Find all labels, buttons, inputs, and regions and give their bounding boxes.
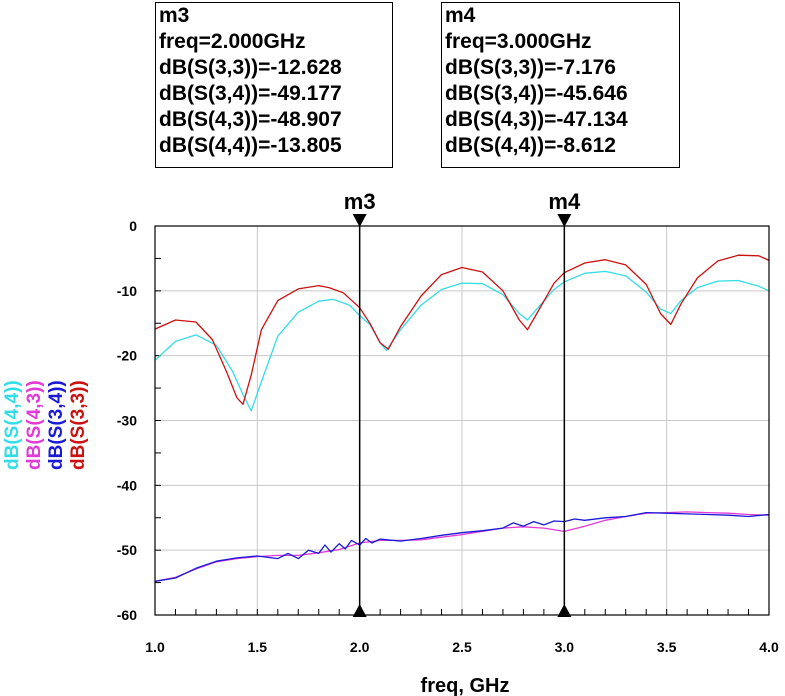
- marker-lines[interactable]: m3 m4: [344, 189, 581, 617]
- legend-entry: dB(S(4,4)): [2, 380, 23, 470]
- axis-labels: 1.0 1.5 2.0 2.5 3.0 3.5 4.0 0 -10 -20 -30 -40 -50 -60: [117, 218, 779, 655]
- plot-frame: [154, 225, 770, 616]
- y-tick-label: -30: [117, 413, 137, 429]
- marker-m4-readout-line: dB(S(3,4))=-45.646: [445, 82, 628, 105]
- marker-m3-top-triangle[interactable]: [352, 214, 367, 227]
- y-tick-label: -50: [117, 542, 137, 558]
- marker-m3-readout-line: dB(S(3,3))=-12.628: [159, 56, 342, 79]
- marker-m4-readout-line: dB(S(3,3))=-7.176: [445, 56, 616, 79]
- marker-m3-readout-line: dB(S(3,4))=-49.177: [159, 82, 342, 105]
- x-tick-label: 1.0: [145, 639, 165, 655]
- marker-m4-readout: m4 freq=3.000GHz dB(S(3,3))=-7.176 dB(S(…: [441, 2, 680, 168]
- marker-m3-readout-line: dB(S(4,4))=-13.805: [159, 134, 342, 157]
- series-line-4: [154, 254, 770, 405]
- x-tick-label: 3.5: [657, 639, 677, 655]
- legend-entry: dB(S(3,4)): [46, 380, 67, 470]
- marker-m3-bottom-triangle[interactable]: [352, 604, 367, 617]
- x-tick-label: 2.5: [452, 639, 472, 655]
- marker-m4-top-triangle[interactable]: [557, 214, 572, 227]
- y-tick-label: -10: [117, 283, 137, 299]
- marker-m3-label: m3: [344, 189, 376, 214]
- x-axis-title: freq, GHz: [421, 675, 510, 696]
- series-line-1: [154, 270, 770, 412]
- legend: dB(S(4,4)) dB(S(4,3)) dB(S(3,4)) dB(S(3,3)): [2, 380, 89, 470]
- marker-m4-freq: freq=3.000GHz: [445, 30, 592, 53]
- x-tick-label: 2.0: [350, 639, 370, 655]
- x-tick-label: 1.5: [248, 639, 268, 655]
- legend-entry: dB(S(4,3)): [24, 380, 45, 470]
- marker-m3-name: m3: [159, 4, 190, 27]
- marker-m3-readout-line: dB(S(4,3))=-48.907: [159, 108, 342, 131]
- y-tick-label: 0: [129, 218, 137, 234]
- marker-m4-readout-line: dB(S(4,3))=-47.134: [445, 108, 628, 131]
- series-line-3: [154, 511, 770, 582]
- legend-entry: dB(S(3,3)): [68, 380, 89, 470]
- y-tick-label: -40: [117, 477, 137, 493]
- marker-m4-name: m4: [445, 4, 476, 27]
- marker-m3-readout: m3 freq=2.000GHz dB(S(3,3))=-12.628 dB(S…: [155, 2, 393, 168]
- marker-m3-freq: freq=2.000GHz: [159, 30, 306, 53]
- x-tick-label: 3.0: [555, 639, 575, 655]
- y-tick-label: -20: [117, 348, 137, 364]
- marker-m4-readout-line: dB(S(4,4))=-8.612: [445, 134, 616, 157]
- marker-m4-label: m4: [548, 189, 581, 214]
- marker-m4-bottom-triangle[interactable]: [557, 604, 572, 617]
- series-lines: [154, 254, 770, 582]
- x-tick-label: 4.0: [759, 639, 779, 655]
- y-tick-label: -60: [117, 607, 137, 623]
